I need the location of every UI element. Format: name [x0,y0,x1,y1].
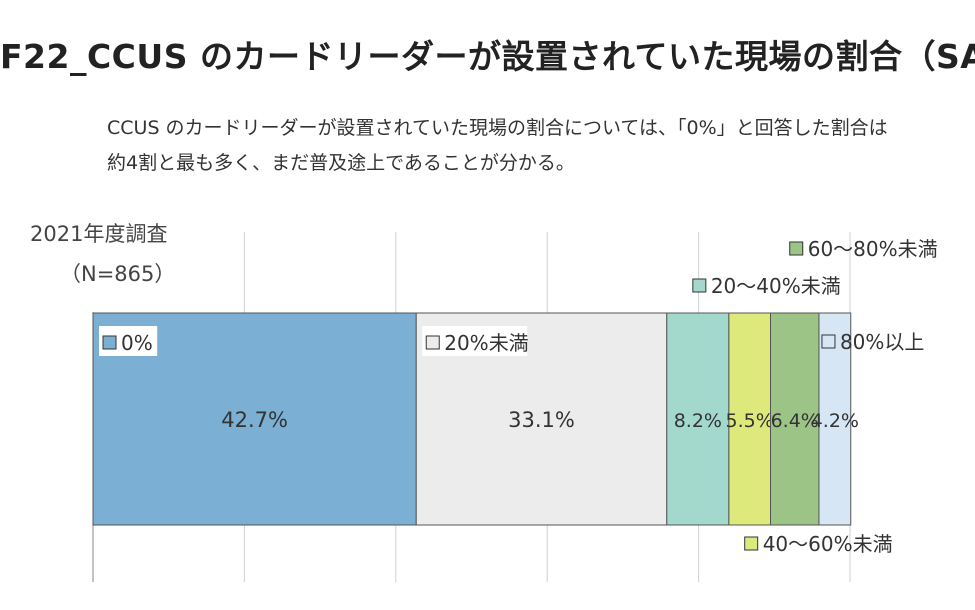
legend-swatch-0 [102,335,117,350]
legend-label-0: 0% [121,331,153,355]
legend-label-4: 60～80%未満 [808,237,938,261]
legend-label-1: 20%未満 [444,331,528,355]
legend-label-5: 80%以上 [840,330,924,354]
legend-swatch-2 [692,278,707,293]
subtitle-line-2: 約4割と最も多く、まだ普及途上であることが分かる。 [107,152,575,174]
data-label-0: 42.7% [221,408,288,432]
category-label-sample-size: （N=865） [60,262,176,286]
legend-label-2: 20～40%未満 [711,274,841,298]
page-title: F22_CCUS のカードリーダーが設置されていた現場の割合（SA） [0,37,975,76]
legend-swatch-4 [789,241,804,256]
data-label-2: 8.2% [674,410,722,432]
data-label-5: 4.2% [811,410,859,432]
data-label-4: 6.4% [771,410,819,432]
subtitle-line-1: CCUS のカードリーダーが設置されていた現場の割合については、「0%」と回答し… [107,117,888,139]
legend-swatch-5 [821,334,836,349]
legend-swatch-1 [425,335,440,350]
legend-label-3: 40～60%未満 [763,532,893,556]
bar-segment-4 [770,312,820,526]
data-label-3: 5.5% [726,410,774,432]
category-label-survey: 2021年度調査 [30,222,168,246]
data-label-1: 33.1% [508,408,575,432]
legend-swatch-3 [744,536,759,551]
